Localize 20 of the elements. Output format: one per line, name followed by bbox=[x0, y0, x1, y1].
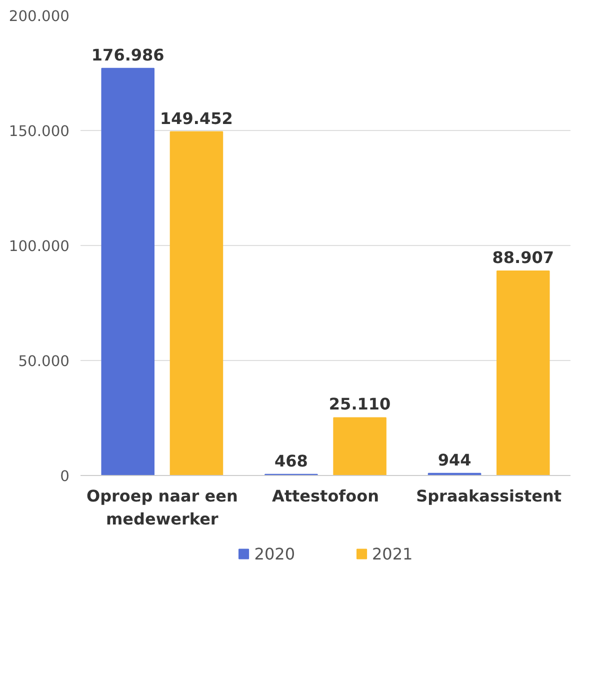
x-tick-label: Attestofoon bbox=[272, 486, 380, 506]
y-tick-label: 100.000 bbox=[8, 238, 70, 255]
y-tick-label: 0 bbox=[60, 468, 70, 485]
y-tick-label: 150.000 bbox=[8, 123, 70, 140]
legend-label: 2021 bbox=[372, 544, 413, 563]
data-label: 176.986 bbox=[91, 45, 164, 64]
bar bbox=[333, 417, 386, 476]
bar bbox=[170, 131, 224, 476]
bar bbox=[496, 270, 550, 476]
y-tick-label: 200.000 bbox=[8, 8, 70, 25]
data-label: 25.110 bbox=[328, 394, 391, 414]
x-tick-label: Spraakassistent bbox=[416, 486, 562, 506]
x-tick-label: Oproep naar een medewerker bbox=[86, 486, 238, 528]
data-label: 88.907 bbox=[492, 248, 554, 268]
data-label: 149.452 bbox=[160, 108, 233, 128]
y-tick-label: 50.000 bbox=[18, 353, 70, 370]
bar bbox=[101, 68, 154, 476]
legend-label: 2020 bbox=[254, 544, 295, 563]
data-label: 468 bbox=[274, 451, 308, 470]
data-label: 944 bbox=[438, 450, 472, 470]
